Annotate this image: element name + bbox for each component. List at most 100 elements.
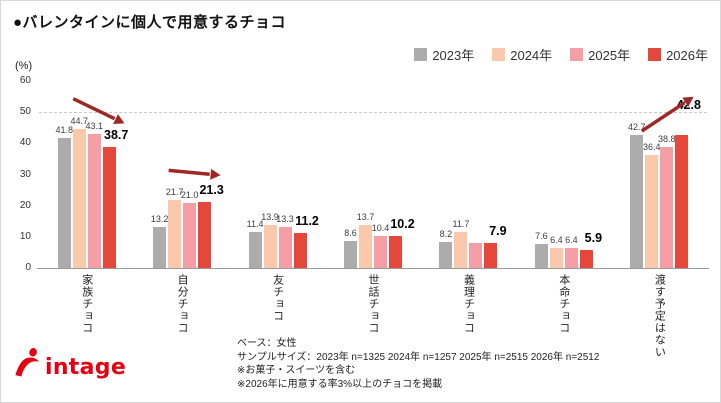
bar-2026 <box>675 134 689 268</box>
bar-2024 <box>263 224 277 268</box>
bar-2025 <box>87 133 101 268</box>
footnote-line: ※お菓子・スイーツを含む <box>237 365 356 376</box>
bar-2023 <box>439 242 453 268</box>
value-label: 21.3 <box>199 182 224 197</box>
value-label: 11.4 <box>246 219 264 230</box>
legend-item-2026: 2026年 <box>648 45 708 64</box>
value-label: 13.3 <box>276 213 294 224</box>
value-label: 6.4 <box>565 235 578 246</box>
bar-2023 <box>630 134 644 268</box>
bar-2024 <box>549 248 563 268</box>
legend: 2023年 2024年 2025年 2026年 <box>414 45 708 64</box>
bar-2025 <box>183 202 197 268</box>
bar-2025 <box>469 243 483 268</box>
category-label: 友チョコ <box>230 274 325 322</box>
y-axis-unit-label: (%) <box>15 60 33 72</box>
intage-logo-text: intage <box>45 355 127 380</box>
bar-2025 <box>660 147 674 268</box>
category-label-text: 本命チョコ <box>557 274 570 334</box>
y-axis-tick-label: 50 <box>19 106 31 118</box>
legend-label: 2024年 <box>510 48 553 63</box>
y-axis-tick-label: 40 <box>19 137 31 149</box>
bar-2025 <box>278 226 292 268</box>
category-label-text: 友チョコ <box>271 274 284 322</box>
bar-2026 <box>579 249 593 268</box>
bar-2026 <box>484 243 498 268</box>
dashed-gridline <box>39 112 707 114</box>
bar-2024 <box>359 225 372 268</box>
value-label: 13.2 <box>150 213 169 224</box>
category-label-text: 家族チョコ <box>80 274 93 334</box>
value-label: 13.7 <box>356 212 375 223</box>
value-label: 42.8 <box>676 97 701 112</box>
bar-2024 <box>645 154 659 268</box>
trend-arrow-head <box>210 168 221 180</box>
footnote-line: サンプルサイズ：2023年 n=1325 2024年 n=1257 2025年 … <box>237 351 600 363</box>
bar-2025 <box>564 248 578 268</box>
value-label: 8.2 <box>439 229 453 240</box>
legend-label: 2026年 <box>666 48 708 63</box>
value-label: 11.2 <box>295 214 319 229</box>
y-axis-tick-label: 60 <box>19 75 31 86</box>
category-label-text: 義理チョコ <box>462 274 475 334</box>
category-label: 自分チョコ <box>134 274 229 334</box>
category-label: 世話チョコ <box>325 274 420 334</box>
legend-swatch <box>570 48 584 61</box>
y-axis-tick-label: 0 <box>25 262 31 273</box>
y-axis-tick-label: 20 <box>19 199 31 211</box>
value-label: 21.7 <box>165 187 184 198</box>
value-label: 41.8 <box>55 124 73 135</box>
intage-logo: intage <box>13 347 126 379</box>
bar-2026 <box>389 236 402 268</box>
legend-swatch <box>414 48 428 61</box>
value-label: 5.9 <box>584 230 603 245</box>
category-label: 家族チョコ <box>39 274 134 334</box>
legend-swatch <box>492 48 506 61</box>
bar-2024 <box>454 231 468 268</box>
category-label: 義理チョコ <box>421 274 516 334</box>
legend-swatch <box>648 48 662 61</box>
category-label: 本命チョコ <box>516 274 611 334</box>
value-label: 10.2 <box>390 217 415 232</box>
value-label: 43.1 <box>85 120 103 131</box>
trend-arrow-line <box>168 168 210 176</box>
value-label: 11.7 <box>452 218 470 229</box>
category-label: 渡す予定はない <box>612 274 707 358</box>
bar-2025 <box>374 235 387 268</box>
legend-item-2023: 2023年 <box>414 45 474 64</box>
bar-2026 <box>102 147 116 268</box>
bar-2026 <box>293 233 307 268</box>
value-label: 7.9 <box>489 224 507 239</box>
x-axis-line <box>37 268 709 269</box>
bar-2024 <box>168 200 182 268</box>
value-label: 21.0 <box>180 189 199 200</box>
y-axis-tick-label: 10 <box>19 230 31 242</box>
bar-2023 <box>344 241 357 268</box>
trend-arrow-head <box>113 114 125 125</box>
value-label: 8.6 <box>344 228 357 239</box>
bar-2024 <box>72 128 86 268</box>
legend-item-2024: 2024年 <box>492 45 552 64</box>
footnotes: ベース：女性サンプルサイズ：2023年 n=1325 2024年 n=1257 … <box>237 337 599 391</box>
bar-2023 <box>534 244 548 268</box>
value-label: 7.6 <box>535 231 548 242</box>
legend-label: 2023年 <box>432 48 475 63</box>
legend-item-2025: 2025年 <box>570 45 630 64</box>
value-label: 6.4 <box>550 235 563 246</box>
value-label: 10.4 <box>371 222 390 233</box>
bar-2023 <box>248 232 262 268</box>
value-label: 36.4 <box>643 141 661 152</box>
value-label: 13.9 <box>261 211 279 222</box>
value-label: 42.7 <box>628 121 646 132</box>
footnote-line: ベース：女性 <box>237 338 297 349</box>
bar-2023 <box>57 137 71 268</box>
value-label: 38.7 <box>104 128 129 143</box>
value-label: 38.8 <box>658 134 676 145</box>
category-label-text: 世話チョコ <box>367 274 380 334</box>
intage-logo-mark <box>15 348 40 377</box>
bar-2023 <box>153 226 167 268</box>
legend-label: 2025年 <box>588 48 631 63</box>
category-label-text: 渡す予定はない <box>653 274 666 358</box>
value-label: 44.7 <box>70 115 88 126</box>
